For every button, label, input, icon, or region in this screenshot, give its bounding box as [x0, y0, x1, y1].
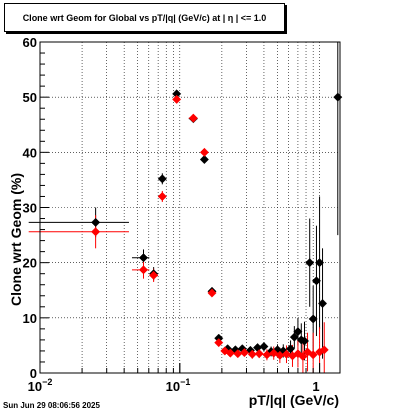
series-1-point-25 — [319, 345, 329, 355]
chart-title: Clone wrt Geom for Global vs pT/|q| (GeV… — [22, 12, 267, 23]
y-axis-label: Clone wrt Geom (%) — [8, 173, 24, 306]
series-0-point-26 — [315, 258, 325, 268]
series-1-point-5 — [188, 113, 198, 123]
grid-lines — [40, 42, 340, 373]
series-0-point-3 — [157, 174, 167, 184]
series-0-point-22 — [299, 336, 310, 346]
series-1-point-12 — [239, 348, 249, 358]
series-1-point-13 — [247, 349, 257, 359]
series-1-point-10 — [225, 348, 235, 358]
x-tick-label-1: 10−1 — [166, 377, 191, 394]
y-tick-labels: 0 10 20 30 40 50 60 — [23, 35, 37, 381]
series-1-point-4 — [172, 94, 182, 104]
x-tick-label-2: 1 — [312, 379, 319, 394]
y-tick-label-0: 0 — [30, 366, 37, 381]
y-tick-label-4: 40 — [23, 145, 37, 160]
series-0-point-19 — [289, 332, 299, 342]
y-tick-label-6: 60 — [23, 35, 37, 50]
axis-ticks — [39, 41, 321, 374]
series-1-point-2 — [149, 270, 159, 280]
series-1-point-6 — [199, 147, 209, 157]
series-0-point-25 — [311, 276, 322, 286]
series-1-point-14 — [254, 349, 264, 359]
series-0-point-20 — [293, 327, 303, 337]
series-0-point-14 — [259, 341, 269, 352]
timestamp-footer: Sun Jun 29 08:06:56 2025 — [3, 401, 100, 410]
series-1-point-21 — [298, 351, 308, 362]
series-1-point-1 — [138, 265, 149, 275]
series-0-point-24 — [308, 314, 318, 324]
data-markers — [91, 89, 343, 362]
series-1-point-0 — [91, 227, 101, 237]
y-tick-label-1: 10 — [23, 311, 37, 326]
error-bars — [28, 42, 339, 373]
series-0-point-23 — [305, 258, 315, 268]
series-0-point-0 — [91, 217, 101, 227]
series-0-point-1 — [138, 253, 149, 263]
series-0-point-6 — [199, 154, 209, 165]
series-1-point-3 — [157, 191, 167, 202]
series-0-point-28 — [333, 92, 343, 102]
y-tick-label-3: 30 — [23, 201, 37, 216]
x-axis-label: pT/|q| (GeV/c) — [249, 392, 339, 408]
y-tick-label-2: 20 — [23, 256, 37, 271]
series-0-point-27 — [317, 298, 328, 309]
series-1-point-8 — [214, 338, 224, 348]
series-1-point-23 — [308, 350, 318, 360]
series-1-point-7 — [207, 288, 217, 298]
chart-title-box: Clone wrt Geom for Global vs pT/|q| (GeV… — [4, 3, 285, 32]
series-0-point-18 — [285, 344, 296, 354]
y-tick-label-5: 50 — [23, 90, 37, 105]
x-tick-label-0: 10−2 — [28, 377, 53, 394]
